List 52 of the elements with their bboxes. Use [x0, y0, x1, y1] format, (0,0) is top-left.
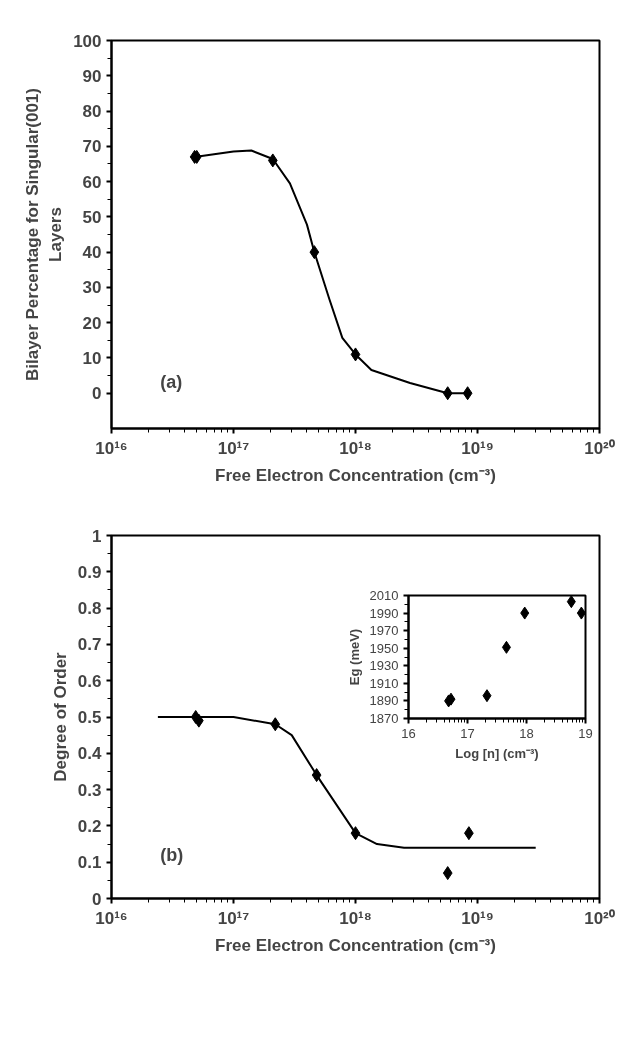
y-tick-label: 20 — [82, 313, 102, 333]
annotation: (b) — [160, 844, 184, 865]
x-tick-label: 17 — [460, 725, 475, 741]
x-tick-label: 18 — [519, 725, 534, 741]
annotation: (a) — [160, 371, 183, 392]
x-tick-label: 10¹⁹ — [461, 908, 494, 928]
y-tick-label: 0 — [92, 889, 102, 909]
x-tick-label: 10²⁰ — [584, 908, 615, 928]
x-tick-label: 10¹⁷ — [217, 908, 250, 928]
x-tick-label: 19 — [578, 725, 593, 741]
y-axis-title: Eg (meV) — [346, 628, 362, 686]
y-tick-label: 1 — [92, 526, 102, 546]
y-tick-label: 10 — [82, 348, 102, 368]
x-tick-label: 10¹⁶ — [95, 908, 128, 928]
y-axis-title: Bilayer Percentage for Singular(001) Layers — [23, 88, 66, 381]
x-tick-label: 10¹⁹ — [461, 438, 494, 458]
y-tick-label: 90 — [82, 66, 102, 86]
y-tick-label: 0.3 — [77, 780, 102, 800]
y-tick-label: 0.1 — [77, 853, 102, 873]
y-tick-label: 1890 — [369, 693, 399, 709]
y-tick-label: 40 — [82, 243, 102, 263]
y-tick-label: 1930 — [369, 658, 399, 674]
y-axis-title: Degree of Order — [50, 651, 70, 782]
x-tick-label: 10¹⁷ — [217, 438, 250, 458]
y-tick-label: 1990 — [369, 605, 399, 621]
y-tick-label: 2010 — [369, 588, 399, 603]
y-tick-label: 70 — [82, 137, 102, 157]
y-tick-label: 1950 — [369, 640, 399, 656]
y-tick-label: 0.8 — [77, 599, 102, 619]
y-tick-label: 0.9 — [77, 562, 102, 582]
y-tick-label: 100 — [73, 31, 102, 51]
y-tick-label: 80 — [82, 102, 102, 122]
x-axis-title: Free Electron Concentration (cm⁻³) — [215, 465, 496, 485]
y-tick-label: 0.5 — [77, 708, 102, 727]
y-tick-label: 60 — [82, 172, 102, 192]
y-tick-label: 0.6 — [77, 671, 102, 691]
x-tick-label: 10¹⁸ — [339, 908, 372, 928]
y-tick-label: 30 — [82, 278, 102, 298]
x-tick-label: 10²⁰ — [584, 438, 615, 458]
y-tick-label: 0.4 — [77, 744, 103, 764]
x-tick-label: 16 — [401, 725, 416, 741]
y-tick-label: 50 — [82, 207, 102, 227]
y-tick-label: 1910 — [369, 675, 399, 691]
x-tick-label: 10¹⁸ — [339, 438, 372, 458]
y-tick-label: 1970 — [369, 623, 399, 639]
y-tick-label: 1870 — [369, 711, 399, 726]
x-axis-title: Log [n] (cm⁻³) — [455, 745, 539, 761]
x-axis-title: Free Electron Concentration (cm⁻³) — [215, 935, 496, 955]
x-tick-label: 10¹⁶ — [95, 438, 128, 458]
y-tick-label: 0.7 — [77, 635, 102, 655]
y-tick-label: 0.2 — [77, 816, 102, 836]
y-tick-label: 0 — [92, 384, 102, 404]
